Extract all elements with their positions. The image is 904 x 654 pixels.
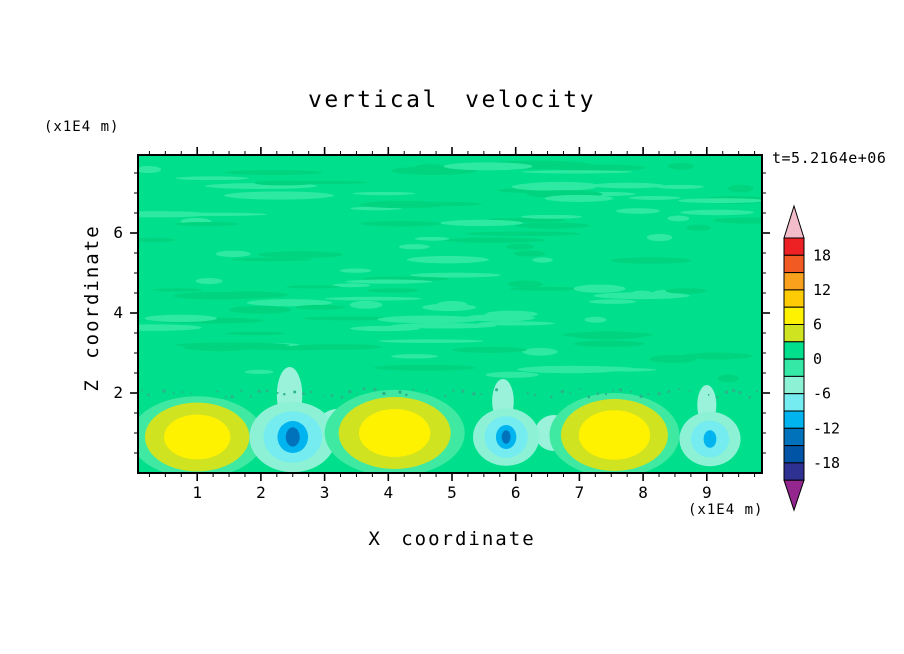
- x-tick-label: 3: [320, 483, 330, 502]
- x-axis-label: X coordinate: [368, 528, 536, 550]
- x-tick-label: 7: [575, 483, 585, 502]
- colorbar-box: [783, 306, 805, 326]
- colorbar-box: [783, 272, 805, 291]
- colorbar-box: [783, 375, 805, 395]
- colorbar-box: [783, 427, 805, 447]
- colorbar-label: -12: [813, 419, 840, 437]
- colorbar-box: [783, 237, 805, 256]
- texture-streaks: [138, 160, 762, 383]
- colorbar-box: [783, 324, 805, 343]
- feature-updraft-3: [549, 393, 680, 473]
- x-tick-label: 1: [192, 483, 202, 502]
- x-tick-label: 2: [256, 483, 266, 502]
- plot-border: [137, 154, 763, 474]
- colorbar-box: [783, 254, 805, 274]
- feature-updraft-1: [138, 396, 265, 473]
- feature-downdraft-1: [249, 401, 337, 473]
- colorbar-box: [783, 410, 805, 429]
- colorbar-box: [783, 358, 805, 377]
- colorbar-box: [783, 462, 805, 481]
- z-tick-label: 4: [113, 303, 123, 322]
- colorbar-label: 18: [813, 246, 831, 264]
- x-tick-label: 6: [511, 483, 521, 502]
- axis-ticks: 1 2 3 4 5 6 7 8 9 2 4 6: [113, 147, 770, 502]
- time-annotation: t=5.2164e+06: [772, 149, 887, 167]
- colorbar-box: [783, 289, 805, 308]
- colorbar-label: -6: [813, 385, 831, 403]
- feature-updraft-2: [324, 389, 465, 473]
- speckle-contour-line: [141, 387, 758, 399]
- colorbar-under-arrow: [783, 479, 805, 512]
- colorbar-label: 6: [813, 316, 822, 334]
- z-tick-label: 2: [113, 383, 123, 402]
- feature-downdraft-2: [473, 408, 540, 466]
- feature-downdraft-3: [679, 411, 741, 467]
- colorbar-box: [783, 341, 805, 360]
- x-tick-label: 8: [638, 483, 648, 502]
- z-axis-unit: (x1E4 m): [44, 119, 120, 135]
- x-tick-label: 9: [702, 483, 712, 502]
- chart-title: vertical velocity: [308, 87, 596, 113]
- colorbar-label: -18: [813, 454, 840, 472]
- colorbar-over-arrow: [783, 204, 805, 239]
- colorbar: 18 12 6 0 -6 -12 -18: [783, 204, 840, 512]
- x-tick-label: 4: [383, 483, 393, 502]
- colorbar-box: [783, 445, 805, 464]
- x-axis-unit: (x1E4 m): [688, 502, 764, 518]
- x-tick-label: 5: [447, 483, 457, 502]
- colorbar-label: 0: [813, 350, 822, 368]
- colorbar-box: [783, 393, 805, 412]
- z-tick-label: 6: [113, 223, 123, 242]
- colorbar-label: 12: [813, 281, 831, 299]
